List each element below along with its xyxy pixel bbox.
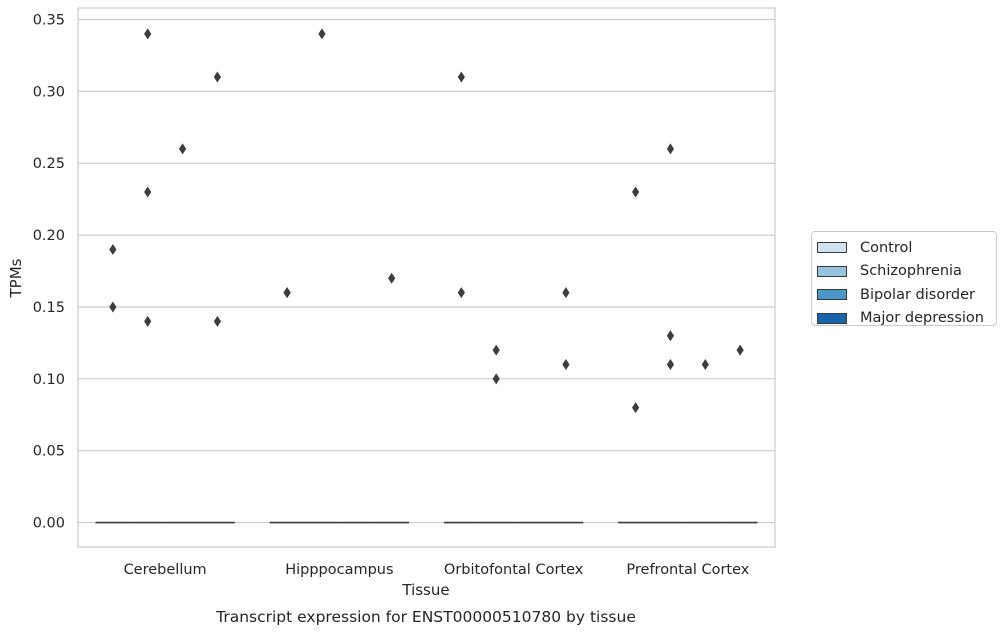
outlier-point [213,315,221,327]
x-axis-label: Tissue [401,581,449,599]
outlier-point [283,287,291,299]
y-tick-label: 0.15 [33,300,65,316]
x-tick-label: Prefrontal Cortex [626,562,749,578]
outlier-point [666,143,675,155]
x-tick-label: Hipppocampus [285,562,393,578]
legend-swatch [817,265,847,277]
x-axis-ticks: Cerebellum Hipppocampus Orbitofontal Corte… [124,562,750,578]
chart-title: Transcript expression for ENST0000051078… [215,608,636,626]
legend-label: Major depression [860,310,984,327]
outlier-point [701,358,709,370]
legend: Control Schizophrenia Bipolar disorder M… [811,231,997,326]
y-axis-label: TPMs [7,258,25,298]
y-tick-label: 0.25 [33,156,65,172]
outlier-point [632,402,640,414]
legend-swatch [817,242,847,254]
y-tick-label: 0.20 [33,228,65,244]
outlier-point [144,186,152,198]
legend-swatch [817,289,847,301]
outlier-point [457,287,465,299]
outlier-point [144,28,152,40]
plot-frame [77,7,776,548]
outlier-point [562,287,570,299]
outlier-point [492,344,500,356]
outlier-point [492,373,500,385]
legend-item: Control [817,236,996,260]
x-tick-label: Cerebellum [124,562,207,578]
x-tick-label: Orbitofontal Cortex [444,562,584,578]
legend-label: Bipolar disorder [860,286,975,303]
outlier-point [144,315,152,327]
outlier-point [666,330,675,342]
y-tick-label: 0.30 [33,84,65,100]
outlier-point [213,71,221,83]
legend-swatch [817,312,847,324]
plot-area [78,8,775,547]
outlier-point [178,143,187,155]
outlier-point [666,358,675,370]
outlier-point [109,301,117,313]
legend-label: Control [860,239,913,256]
outliers [109,28,744,414]
outlier-point [109,243,117,255]
y-axis-ticks: 0.00 0.05 0.10 0.15 0.20 0.25 0.30 0.35 [33,12,65,531]
legend-item: Major depression [817,307,996,331]
outlier-point [318,28,326,40]
y-tick-label: 0.00 [33,516,65,532]
legend-label: Schizophrenia [860,263,962,280]
outlier-point [736,344,744,356]
outlier-point [457,71,465,83]
outlier-point [632,186,640,198]
legend-item: Bipolar disorder [817,283,996,307]
outlier-point [388,272,396,284]
legend-item: Schizophrenia [817,260,996,284]
y-tick-label: 0.35 [33,12,65,28]
y-tick-label: 0.10 [33,372,65,388]
y-tick-label: 0.05 [33,444,65,460]
outlier-point [562,358,570,370]
